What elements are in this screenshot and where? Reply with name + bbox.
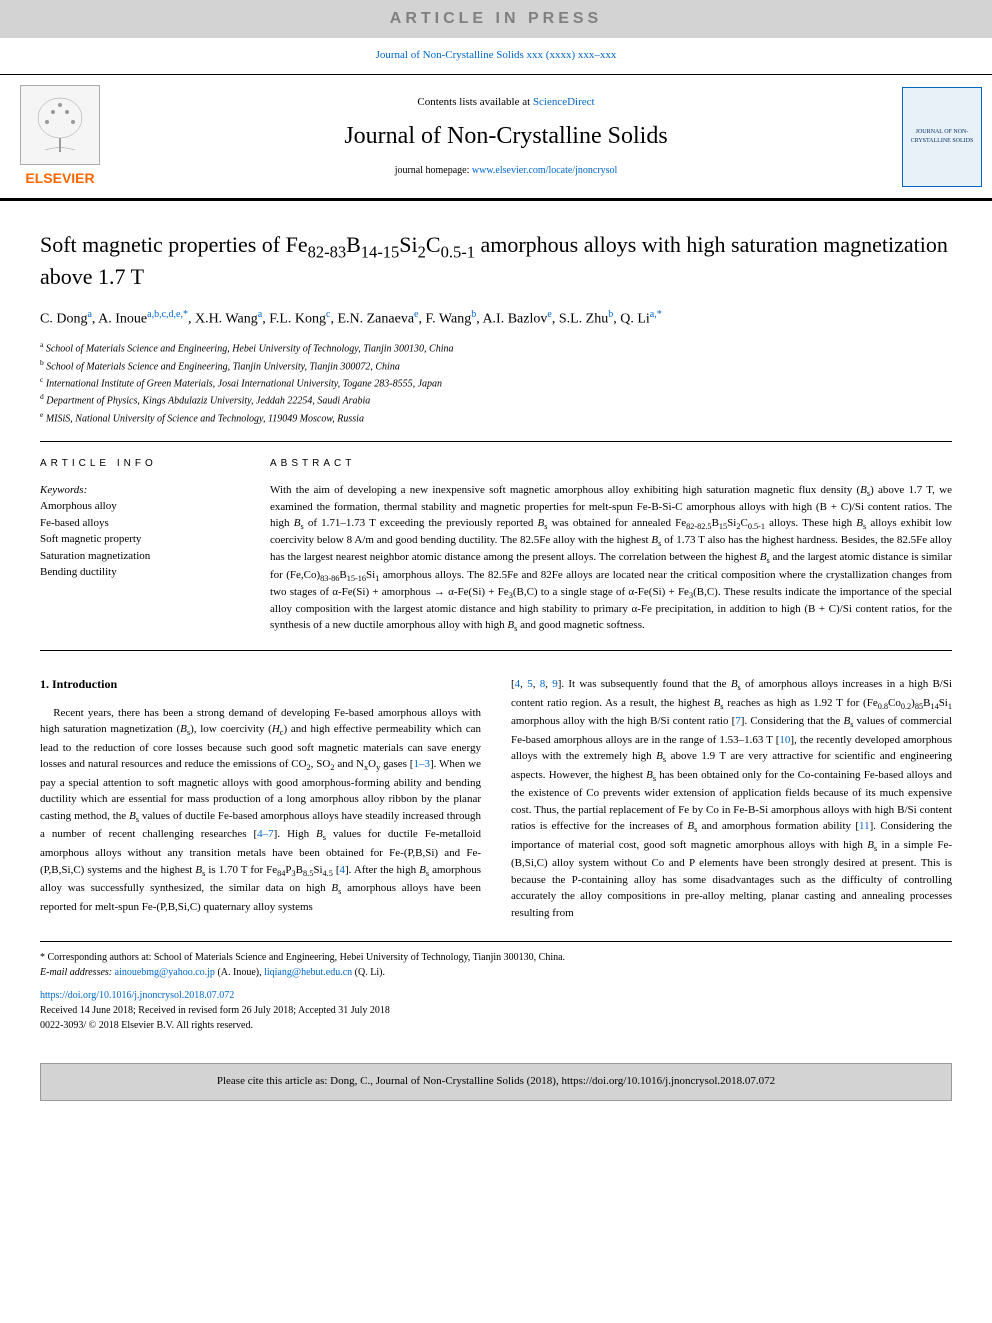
keyword-item: Bending ductility [40, 564, 240, 581]
email-name-2: (Q. Li). [352, 967, 385, 978]
citation-box: Please cite this article as: Dong, C., J… [40, 1063, 952, 1100]
copyright-line: 0022-3093/ © 2018 Elsevier B.V. All righ… [40, 1018, 952, 1033]
journal-ref-line: Journal of Non-Crystalline Solids xxx (x… [0, 38, 992, 73]
email-label: E-mail addresses: [40, 967, 115, 978]
keywords-list: Amorphous alloyFe-based alloysSoft magne… [40, 498, 240, 581]
authors-line: C. Donga, A. Inouea,b,c,d,e,*, X.H. Wang… [40, 307, 952, 330]
affiliation-line: d Department of Physics, Kings Abdulaziz… [40, 391, 952, 408]
cover-image: JOURNAL OF NON-CRYSTALLINE SOLIDS [902, 87, 982, 187]
introduction-heading: 1. Introduction [40, 676, 481, 693]
email-name-1: (A. Inoue), [215, 967, 264, 978]
doi-line: https://doi.org/10.1016/j.jnoncrysol.201… [40, 988, 952, 1003]
article-info-column: ARTICLE INFO Keywords: Amorphous alloyFe… [40, 457, 240, 635]
abstract-text: With the aim of developing a new inexpen… [270, 483, 952, 635]
keywords-label: Keywords: [40, 483, 240, 498]
left-column: 1. Introduction Recent years, there has … [40, 676, 481, 921]
article-in-press-banner: ARTICLE IN PRESS [0, 0, 992, 38]
email-link-2[interactable]: liqiang@hebut.edu.cn [264, 967, 352, 978]
homepage-link[interactable]: www.elsevier.com/locate/jnoncrysol [472, 165, 617, 176]
affiliation-line: e MISiS, National University of Science … [40, 409, 952, 426]
cover-thumbnail: JOURNAL OF NON-CRYSTALLINE SOLIDS [892, 75, 992, 199]
header-band: ELSEVIER Contents lists available at Sci… [0, 74, 992, 202]
journal-ref-link[interactable]: Journal of Non-Crystalline Solids xxx (x… [376, 49, 617, 61]
article-info-heading: ARTICLE INFO [40, 457, 240, 471]
affiliation-line: b School of Materials Science and Engine… [40, 357, 952, 374]
elsevier-tree-icon [20, 85, 100, 165]
article-body: Soft magnetic properties of Fe82-83B14-1… [0, 201, 992, 1043]
affiliation-line: a School of Materials Science and Engine… [40, 339, 952, 356]
homepage-line: journal homepage: www.elsevier.com/locat… [140, 164, 872, 178]
doi-link[interactable]: https://doi.org/10.1016/j.jnoncrysol.201… [40, 990, 234, 1001]
abstract-heading: ABSTRACT [270, 457, 952, 471]
sciencedirect-link[interactable]: ScienceDirect [533, 96, 595, 108]
right-column: [4, 5, 8, 9]. It was subsequently found … [511, 676, 952, 921]
keyword-item: Soft magnetic property [40, 531, 240, 548]
two-column-body: 1. Introduction Recent years, there has … [40, 676, 952, 921]
affiliations-block: a School of Materials Science and Engine… [40, 339, 952, 426]
journal-title: Journal of Non-Crystalline Solids [140, 120, 872, 154]
header-center: Contents lists available at ScienceDirec… [120, 75, 892, 199]
footnotes-block: * Corresponding authors at: School of Ma… [40, 941, 952, 1033]
affiliation-line: c International Institute of Green Mater… [40, 374, 952, 391]
keyword-item: Fe-based alloys [40, 515, 240, 532]
article-title: Soft magnetic properties of Fe82-83B14-1… [40, 231, 952, 291]
email-line: E-mail addresses: ainouebmg@yahoo.co.jp … [40, 965, 952, 980]
received-dates: Received 14 June 2018; Received in revis… [40, 1003, 952, 1018]
keyword-item: Amorphous alloy [40, 498, 240, 515]
elsevier-text: ELSEVIER [25, 169, 94, 189]
keyword-item: Saturation magnetization [40, 548, 240, 565]
homepage-prefix: journal homepage: [395, 165, 472, 176]
contents-prefix: Contents lists available at [417, 96, 532, 108]
info-abstract-row: ARTICLE INFO Keywords: Amorphous alloyFe… [40, 441, 952, 651]
contents-line: Contents lists available at ScienceDirec… [140, 95, 872, 110]
corresponding-author-note: * Corresponding authors at: School of Ma… [40, 950, 952, 965]
email-link-1[interactable]: ainouebmg@yahoo.co.jp [115, 967, 215, 978]
abstract-column: ABSTRACT With the aim of developing a ne… [270, 457, 952, 635]
intro-paragraph-right: [4, 5, 8, 9]. It was subsequently found … [511, 676, 952, 921]
intro-paragraph-left: Recent years, there has been a strong de… [40, 705, 481, 915]
elsevier-logo-block: ELSEVIER [0, 75, 120, 199]
